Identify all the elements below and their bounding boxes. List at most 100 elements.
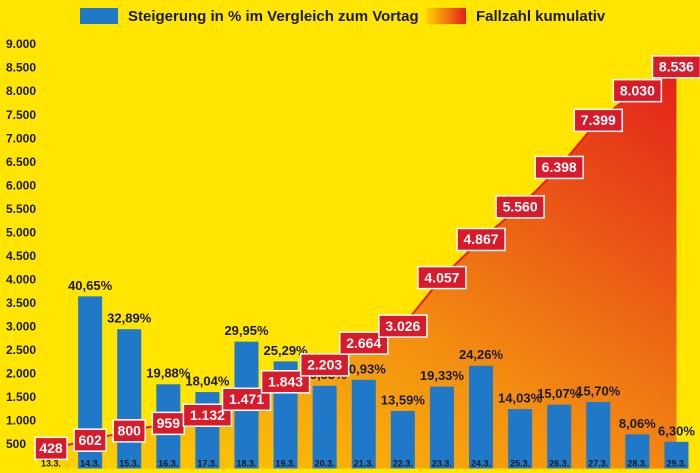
y-tick-label: 7.500 bbox=[6, 108, 36, 122]
y-tick-label: 7.000 bbox=[6, 131, 36, 145]
bar bbox=[508, 409, 533, 469]
bar-label: 40,65% bbox=[68, 278, 113, 293]
y-tick-label: 500 bbox=[6, 437, 26, 451]
data-label: 6.398 bbox=[542, 159, 577, 175]
data-label: 1.132 bbox=[190, 407, 225, 423]
label-box bbox=[495, 195, 545, 219]
label-box bbox=[221, 387, 272, 412]
y-tick-label: 5.500 bbox=[6, 202, 36, 216]
data-label: 5.560 bbox=[503, 199, 538, 215]
bar-label: 15,07% bbox=[537, 386, 582, 401]
y-tick-label: 1.500 bbox=[6, 390, 36, 404]
bar bbox=[625, 434, 650, 469]
y-tick-label: 6.500 bbox=[6, 155, 36, 169]
data-label: 8.536 bbox=[659, 59, 694, 75]
y-tick-label: 8.500 bbox=[6, 61, 36, 75]
y-tick-label: 8.000 bbox=[6, 84, 36, 98]
y-tick-label: 2.000 bbox=[6, 367, 36, 381]
y-tick-label: 3.500 bbox=[6, 296, 36, 310]
label-box bbox=[417, 265, 467, 290]
label-box bbox=[182, 403, 233, 427]
bar-label: 6,30% bbox=[658, 423, 695, 438]
data-label: 4.867 bbox=[463, 231, 498, 247]
x-tick-label: 16.3. bbox=[158, 458, 178, 468]
legend-swatch bbox=[426, 8, 466, 24]
label-box bbox=[73, 428, 107, 452]
label-box bbox=[534, 155, 584, 180]
bar bbox=[547, 404, 572, 469]
y-tick-label: 4.000 bbox=[6, 272, 36, 286]
x-tick-label: 19.3. bbox=[276, 458, 296, 468]
label-box bbox=[34, 436, 68, 461]
x-tick-label: 28.3. bbox=[627, 458, 647, 468]
legend-label: Steigerung in % im Vergleich zum Vortag bbox=[128, 8, 419, 25]
x-tick-label: 14.3. bbox=[80, 458, 100, 468]
x-tick-label: 25.3. bbox=[510, 458, 530, 468]
label-box bbox=[651, 55, 700, 79]
x-tick-label: 29.3. bbox=[666, 458, 686, 468]
x-tick-label: 20.3. bbox=[315, 458, 335, 468]
x-tick-label: 26.3. bbox=[549, 458, 569, 468]
bar-label: 8,06% bbox=[619, 416, 656, 431]
x-tick-label: 24.3. bbox=[471, 458, 491, 468]
y-tick-label: 6.000 bbox=[6, 178, 36, 192]
bar bbox=[351, 379, 376, 469]
x-tick-label: 21.3. bbox=[354, 458, 374, 468]
bar bbox=[664, 441, 689, 469]
bar-label: 29,95% bbox=[224, 323, 269, 338]
label-box bbox=[339, 331, 389, 355]
x-tick-label: 22.3. bbox=[393, 458, 413, 468]
label-box bbox=[378, 314, 428, 338]
bar-label: 24,26% bbox=[459, 347, 504, 362]
data-label: 2.664 bbox=[346, 335, 381, 351]
bar-label: 20,93% bbox=[342, 361, 387, 376]
x-tick-label: 13.3. bbox=[41, 458, 61, 468]
bar bbox=[117, 329, 142, 469]
bar-label: 13,59% bbox=[381, 392, 426, 407]
data-label: 959 bbox=[157, 415, 181, 431]
data-label: 428 bbox=[39, 440, 63, 456]
y-tick-label: 2.500 bbox=[6, 343, 36, 357]
data-label: 602 bbox=[78, 432, 102, 448]
x-tick-label: 18.3. bbox=[236, 458, 256, 468]
bar bbox=[469, 365, 494, 469]
label-box bbox=[112, 419, 146, 443]
legend-label: Fallzahl kumulativ bbox=[476, 8, 606, 25]
bar-label: 14,03% bbox=[498, 391, 543, 406]
data-label: 1.471 bbox=[229, 391, 264, 407]
y-tick-label: 9.000 bbox=[6, 37, 36, 51]
x-tick-label: 17.3. bbox=[197, 458, 217, 468]
x-tick-label: 15.3. bbox=[119, 458, 139, 468]
x-tick-label: 27.3. bbox=[588, 458, 608, 468]
data-label: 8.030 bbox=[620, 82, 655, 98]
label-box bbox=[573, 108, 624, 133]
y-tick-label: 5.000 bbox=[6, 225, 36, 239]
data-label: 7.399 bbox=[581, 112, 616, 128]
y-tick-label: 4.500 bbox=[6, 249, 36, 263]
bar-label: 25,29% bbox=[264, 343, 309, 358]
bar bbox=[312, 385, 337, 469]
label-box bbox=[456, 227, 506, 252]
bar bbox=[586, 402, 611, 469]
data-label: 3.026 bbox=[385, 318, 420, 334]
y-tick-label: 3.000 bbox=[6, 320, 36, 334]
area bbox=[51, 66, 677, 469]
bar bbox=[390, 410, 415, 469]
x-tick-label: 23.3. bbox=[432, 458, 452, 468]
y-tick-label: 1.000 bbox=[6, 414, 36, 428]
bar bbox=[429, 386, 454, 469]
data-label: 1.843 bbox=[268, 373, 303, 389]
bar-label: 19,88% bbox=[146, 366, 191, 381]
data-label: 800 bbox=[118, 423, 142, 439]
bar-label: 15,70% bbox=[576, 383, 621, 398]
bar-label: 18,04% bbox=[185, 374, 230, 389]
data-label: 2.203 bbox=[307, 357, 342, 373]
legend-swatch bbox=[80, 8, 118, 24]
label-box bbox=[612, 78, 663, 103]
bar-label: 32,89% bbox=[107, 311, 152, 326]
label-box bbox=[260, 370, 311, 394]
label-box bbox=[299, 353, 350, 377]
data-label: 4.057 bbox=[424, 269, 459, 285]
bar-label: 19,33% bbox=[420, 368, 465, 383]
